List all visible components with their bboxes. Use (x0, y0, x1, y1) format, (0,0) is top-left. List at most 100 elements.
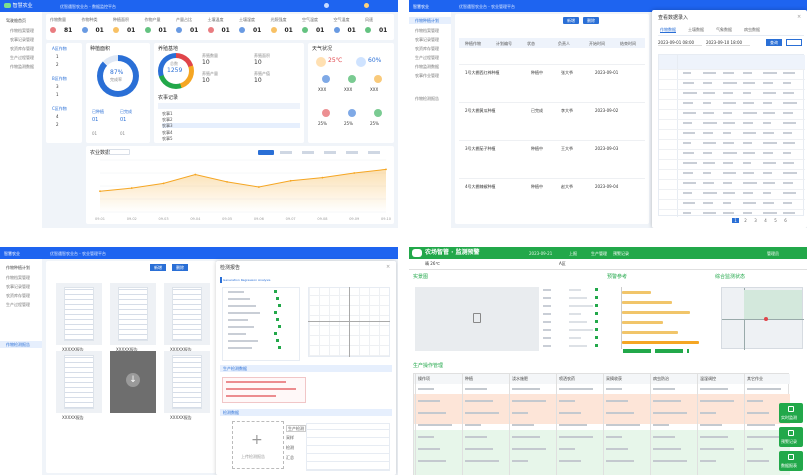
side-item[interactable]: 检测 (286, 445, 294, 450)
kpi-icon (270, 27, 277, 33)
side-item[interactable]: 汇总 (286, 455, 294, 460)
kpi-label: 土壤湿度 (239, 17, 255, 22)
data-point (353, 172, 356, 174)
panel-monitor: 农场智管 · 监测预警 晴 26℃ 2023-09-21 A区 上报 生产管理 预警… (409, 247, 807, 475)
add-button[interactable]: 新增 (563, 17, 579, 24)
export-button[interactable] (786, 39, 802, 46)
header-icons[interactable] (324, 3, 394, 9)
header-menu-item[interactable]: 生产管理 (591, 251, 607, 256)
float-button[interactable]: 实时监测 (779, 403, 803, 423)
zone-name[interactable]: A区作物 (52, 46, 67, 51)
report-card[interactable] (56, 351, 102, 413)
plan-status: 已完成 (531, 108, 543, 113)
plan-name[interactable]: 3号大棚茄子种植 (465, 146, 496, 151)
upload-card[interactable]: ↓ (110, 351, 156, 413)
plan-name[interactable]: 1号大棚西红柿种植 (465, 70, 500, 75)
donut-area (97, 55, 139, 97)
zone-list (46, 43, 82, 143)
add-button[interactable]: 新增 (150, 264, 166, 271)
sidebar-item-3[interactable]: 农资库存管理 (10, 46, 34, 51)
plan-name[interactable]: 2号大棚黄瓜种植 (465, 108, 496, 113)
plus-icon[interactable]: + (251, 432, 263, 448)
x-tick: 09.01 (95, 217, 105, 221)
column-header: 病虫防治 (653, 376, 669, 381)
close-icon[interactable]: × (386, 264, 391, 270)
close-icon[interactable]: × (797, 14, 802, 20)
date-to[interactable]: 2023-09-10 18:00 (706, 40, 750, 46)
table-row[interactable]: 农事4 (162, 129, 173, 135)
breed-card-title: 养殖基地 (158, 46, 179, 52)
top-bar (409, 0, 807, 12)
kpi-icon (176, 27, 182, 33)
page-button[interactable]: 6 (784, 218, 787, 223)
sidebar-item-5[interactable]: 作物监测数据 (10, 64, 34, 69)
plan-name[interactable]: 4号大棚辣椒种植 (465, 184, 496, 189)
sidebar-item-2[interactable]: 农事记录管理 (10, 37, 34, 42)
user-name[interactable]: 管理员 (767, 251, 779, 256)
trend-tabs[interactable] (280, 151, 380, 154)
download-icon[interactable]: ↓ (126, 373, 140, 387)
delete-button[interactable]: 删除 (172, 264, 188, 271)
trend-select[interactable] (108, 149, 130, 155)
x-tick: 09.06 (254, 217, 264, 221)
sidebar-item-4[interactable]: 生产过程管理 (10, 55, 34, 60)
modal-tab[interactable]: 土壤数据 (688, 27, 704, 32)
kpi-label: 光照强度 (270, 17, 287, 22)
ref-legend[interactable] (623, 349, 689, 353)
page-button[interactable]: 1 (732, 218, 739, 223)
status-point[interactable] (764, 317, 768, 321)
column-header: 浇水施肥 (512, 376, 528, 381)
modal-tab[interactable]: 气象数据 (716, 27, 732, 32)
zone-name[interactable]: C区作物 (52, 106, 67, 111)
page-button[interactable]: 5 (774, 218, 777, 223)
data-modal: 查看数据录入 × 作物数据 土壤数据 气象数据 病虫数据 2023-09-01 08:… (652, 10, 807, 228)
ref-bar (622, 311, 690, 314)
area-stat-2: 已完成 (120, 109, 132, 114)
weather-icon (374, 75, 382, 83)
column-header: 种植 (465, 376, 473, 381)
table-row[interactable]: 农事1 (162, 111, 173, 116)
float-button[interactable]: 数据报表 (779, 451, 803, 471)
report-card[interactable] (164, 283, 210, 345)
kpi-label: 作物数量 (50, 17, 66, 22)
kpi-label: 作物产量 (144, 17, 161, 22)
sidebar-item-1[interactable]: 作物档案管理 (10, 28, 34, 33)
report-grid: 新增 删除 XXXXX报告 XXXXX报告 XXXXX报告 XXXXX报告 XX… (46, 261, 216, 473)
header-menu-item[interactable]: 预警记录 (613, 251, 629, 256)
report-card[interactable] (56, 283, 102, 345)
upload-box[interactable]: + 上传检测报告 (232, 421, 284, 469)
kpi-value: 01 (221, 27, 230, 34)
sidebar-item-0[interactable]: 驾驶舱首页 (6, 18, 26, 23)
table-row[interactable]: 农事5 (162, 135, 173, 141)
report-card[interactable] (110, 283, 156, 345)
report-card[interactable] (164, 351, 210, 413)
kpi-icon (144, 27, 151, 33)
trend-tab-active[interactable] (258, 150, 274, 155)
modal-tab[interactable]: 作物数据 (660, 27, 676, 33)
table-row[interactable]: 农事2 (162, 117, 173, 123)
ref-bar (622, 301, 672, 304)
page-button[interactable]: 4 (764, 218, 767, 223)
plan-date: 2023-09-02 (595, 108, 619, 113)
top-bar (0, 0, 398, 12)
bell-icon[interactable] (324, 3, 329, 8)
table-row[interactable]: 农事3 (162, 123, 300, 129)
header-menu-item[interactable]: 上报 (569, 251, 577, 256)
header-date: 2023-09-21 (529, 251, 553, 256)
float-button[interactable]: 预警记录 (779, 427, 803, 447)
page-button[interactable]: 2 (744, 218, 747, 223)
report-name: XXXXX报告 (116, 347, 138, 352)
modal-tab[interactable]: 病虫数据 (744, 27, 760, 32)
avatar[interactable] (364, 3, 369, 8)
delete-button[interactable]: 删除 (583, 17, 599, 24)
zone-name[interactable]: B区作物 (52, 76, 67, 81)
query-button[interactable]: 查询 (766, 39, 782, 46)
date-from[interactable]: 2023-09-01 08:00 (658, 40, 702, 46)
page-button[interactable]: 3 (754, 218, 757, 223)
side-item[interactable]: 生产检测 (286, 425, 306, 432)
panel-dashboard: 智慧农业 优智遇智农业台 - 数据监控平台 驾驶舱首页 作物档案管理 农事记录管… (0, 0, 398, 228)
data-point (99, 190, 101, 193)
side-item[interactable]: 采样 (286, 435, 294, 440)
weather-card: 天气状况 25℃ 60% XXX XXX XXX 25% 25% 25% (308, 43, 394, 143)
column-header: 开始时间 (589, 41, 605, 46)
